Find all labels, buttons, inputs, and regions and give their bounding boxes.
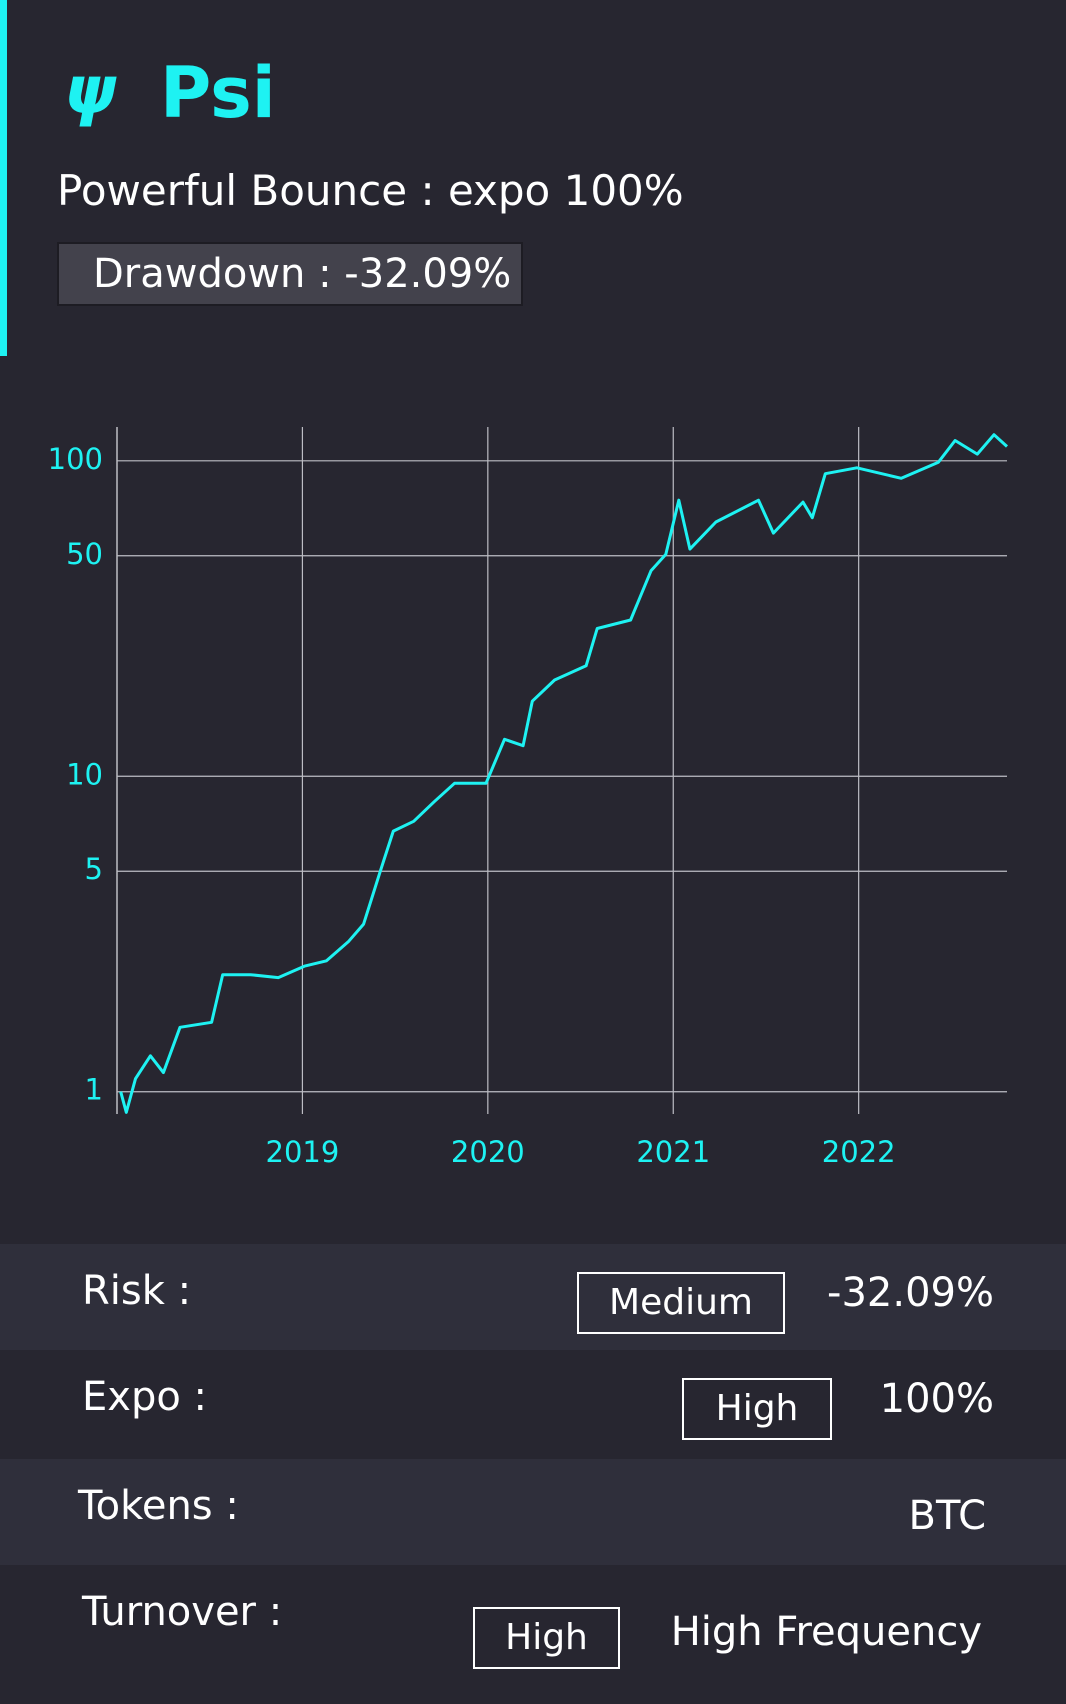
title: Psi <box>160 52 276 134</box>
subtitle: Powerful Bounce : expo 100% <box>57 166 684 215</box>
x-tick-label: 2022 <box>822 1135 896 1169</box>
row-value: High Frequency <box>670 1609 982 1655</box>
row-label: Expo : <box>82 1374 207 1420</box>
row-label: Risk : <box>82 1268 192 1314</box>
row-value: 100% <box>879 1376 994 1422</box>
row: Risk : Medium -32.09% <box>0 1244 1066 1350</box>
x-tick-label: 2021 <box>636 1135 710 1169</box>
row: Turnover : High High Frequency <box>0 1565 1066 1671</box>
y-tick-label: 5 <box>85 852 103 886</box>
y-tick-label: 10 <box>66 757 103 791</box>
row: Tokens : BTC <box>0 1459 1066 1565</box>
row-label: Turnover : <box>82 1589 283 1635</box>
row-badge: High <box>682 1378 832 1440</box>
row-badge: Medium <box>577 1272 785 1334</box>
row: Expo : High 100% <box>0 1350 1066 1456</box>
row-badge: High <box>473 1607 620 1669</box>
line <box>119 433 1009 1114</box>
row-value: BTC <box>908 1493 986 1539</box>
y-tick-label: 50 <box>66 537 103 571</box>
row-value: -32.09% <box>827 1270 994 1316</box>
chart: 1 5 10 50 100 2019 2020 2021 2022 <box>48 427 1009 1169</box>
y-tick-label: 1 <box>85 1073 103 1107</box>
x-tick-label: 2019 <box>266 1135 340 1169</box>
icon: ψ <box>64 52 117 129</box>
drawdown-badge: Drawdown : -32.09% <box>57 242 523 306</box>
row-label: Tokens : <box>78 1483 239 1529</box>
x-tick-label: 2020 <box>451 1135 525 1169</box>
accent-bar <box>0 0 7 356</box>
y-tick-label: 100 <box>48 442 103 476</box>
